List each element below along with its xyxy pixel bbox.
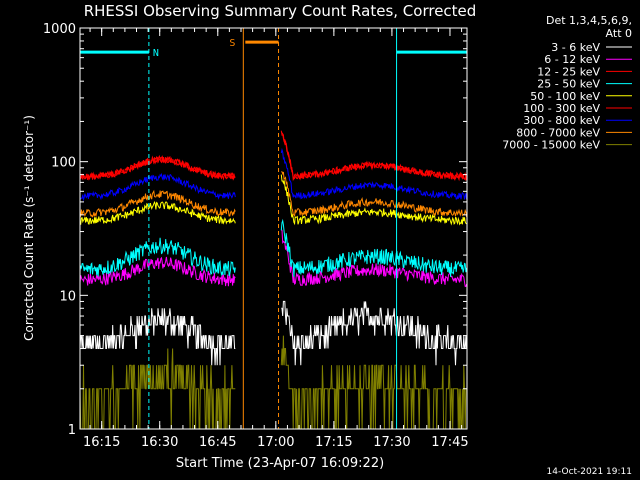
series-7000-15000-kev [79,335,467,430]
series-50-100-kev [79,174,467,226]
x-tick-label: 16:45 [199,435,236,450]
y-tick-label: 10 [59,289,76,304]
series-line [79,300,468,366]
legend-label: 300 - 800 keV [523,114,600,127]
legend-label: 800 - 7000 keV [516,126,600,139]
legend-label: 6 - 12 keV [544,53,600,66]
legend-header-line-2: Att 0 [606,27,632,40]
x-tick-label: 16:30 [141,435,178,450]
plot-frame [79,27,468,430]
x-tick-label: 17:00 [257,435,294,450]
series-800-7000-kev [79,171,468,218]
legend-label: 3 - 6 keV [551,41,600,54]
series-300-800-kev [79,147,468,202]
footer-date: 14-Oct-2021 19:11 [547,467,632,477]
series-12-25-kev [80,131,467,182]
legend-label: 12 - 25 keV [537,65,600,78]
series-25-50-kev [79,218,468,277]
legend-header-line-1: Det 1,3,4,5,6,9, [546,14,632,27]
x-axis: 16:15 16:30 16:45 17:00 17:15 17:30 17:45 [83,28,469,450]
saa-flag-label: S [229,38,235,49]
series-100-300-kev [79,130,468,182]
series-line [79,174,467,226]
chart-title: RHESSI Observing Summary Count Rates, Co… [84,2,477,20]
series-line [79,335,467,430]
y-tick-label: 1000 [43,22,76,37]
series-line [79,171,468,218]
series-line [79,147,468,202]
legend-label: 25 - 50 keV [537,78,600,91]
series-line [79,218,468,277]
series-line [79,130,468,182]
series-6-12-kev [79,229,468,288]
legend-label: 7000 - 15000 keV [502,139,600,152]
series-line [79,229,468,288]
y-tick-label: 100 [51,156,76,171]
y-axis-label: Corrected Count Rate (s⁻¹ detector⁻¹) [22,115,36,341]
x-tick-label: 17:45 [431,435,468,450]
x-tick-label: 17:15 [315,435,352,450]
legend-label: 50 - 100 keV [530,90,600,103]
series-layer [79,130,468,430]
series-line [80,131,467,182]
y-axis: 1 10 100 1000 [43,22,467,438]
x-tick-label: 17:30 [373,435,410,450]
y-tick-label: 1 [68,423,76,438]
night-flag-label: N [153,48,159,59]
legend-label: 100 - 300 keV [523,102,600,115]
x-tick-label: 16:15 [83,435,120,450]
x-axis-label: Start Time (23-Apr-07 16:09:22) [176,456,384,471]
series-3-6-kev [79,300,468,366]
